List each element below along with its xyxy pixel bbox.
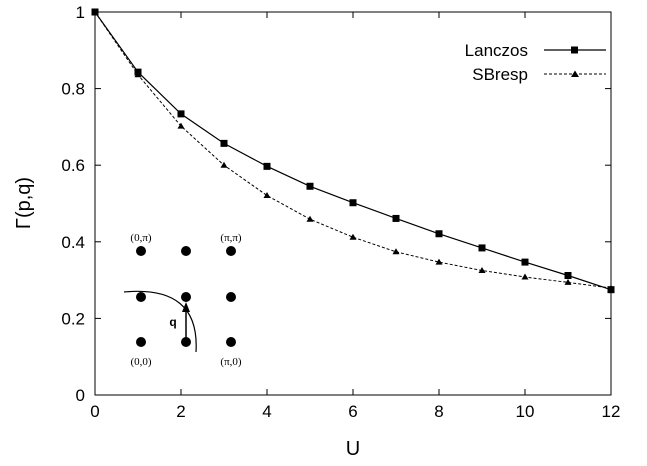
legend-label-sbresp: SBresp: [472, 65, 528, 84]
inset-label-pi-0: (π,0): [220, 356, 241, 368]
y-tick-label: 0.8: [61, 80, 85, 99]
point-sbresp: [392, 248, 400, 255]
lattice-point: [226, 246, 236, 256]
x-tick-label: 4: [262, 402, 271, 421]
point-sbresp: [478, 267, 486, 274]
x-tick-label: 12: [602, 402, 621, 421]
series-line-lanczos: [94, 11, 612, 291]
point-sbresp: [607, 284, 615, 291]
x-tick-label: 2: [176, 402, 185, 421]
point-lanczos: [392, 214, 400, 222]
point-lanczos: [220, 139, 228, 147]
x-axis: 0 2 4 6 8 10 12: [90, 12, 620, 421]
q-vector-arrowhead: [182, 302, 190, 312]
x-tick-label: 8: [434, 402, 443, 421]
x-tick-label: 10: [516, 402, 535, 421]
lattice-point: [181, 246, 191, 256]
inset-label-0-pi: (0,π): [130, 232, 151, 244]
series-layer: [91, 8, 615, 294]
legend-label-lanczos: Lanczos: [465, 41, 528, 60]
fermi-arc: [123, 290, 197, 353]
point-sbresp: [564, 278, 572, 285]
lattice-point: [136, 246, 146, 256]
point-lanczos: [177, 110, 185, 118]
x-tick-label: 0: [90, 402, 99, 421]
y-tick-label: 0.6: [61, 156, 85, 175]
y-tick-label: 1: [76, 3, 85, 22]
point-lanczos: [521, 258, 529, 266]
y-axis: 0 0.2 0.4 0.6 0.8 1: [61, 3, 611, 405]
point-lanczos: [263, 162, 271, 170]
legend: Lanczos SBresp: [465, 41, 606, 84]
inset-q-label: q: [169, 315, 176, 329]
point-sbresp: [263, 191, 271, 198]
point-lanczos: [478, 244, 486, 252]
lattice-point: [181, 337, 191, 347]
point-lanczos: [435, 230, 443, 238]
y-tick-label: 0.4: [61, 233, 85, 252]
point-lanczos: [349, 199, 357, 207]
x-tick-label: 6: [348, 402, 357, 421]
point-sbresp: [306, 215, 314, 222]
legend-marker-sbresp: [571, 70, 579, 77]
inset-label-0-0: (0,0): [130, 356, 151, 368]
lattice-point: [226, 337, 236, 347]
y-tick-label: 0: [76, 386, 85, 405]
legend-marker-lanczos: [571, 46, 578, 54]
point-lanczos: [564, 272, 572, 280]
point-sbresp: [220, 161, 228, 168]
point-sbresp: [521, 273, 529, 280]
lattice-point: [226, 292, 236, 302]
series-line-sbresp: [94, 11, 612, 289]
lattice-point: [136, 292, 146, 302]
point-sbresp: [177, 122, 185, 129]
point-sbresp: [435, 258, 443, 265]
y-axis-label: Γ(p,q): [13, 177, 35, 229]
point-sbresp: [91, 8, 99, 15]
y-tick-label: 0.2: [61, 309, 85, 328]
inset-label-pi-pi: (π,π): [220, 232, 242, 244]
lattice-point: [181, 292, 191, 302]
x-axis-label: U: [346, 438, 360, 460]
lattice-point: [136, 337, 146, 347]
inset-lattice: (0,π) (π,π) (0,0) (π,0) q: [123, 232, 242, 368]
point-sbresp: [134, 71, 142, 78]
point-lanczos: [306, 182, 314, 190]
point-sbresp: [349, 233, 357, 240]
